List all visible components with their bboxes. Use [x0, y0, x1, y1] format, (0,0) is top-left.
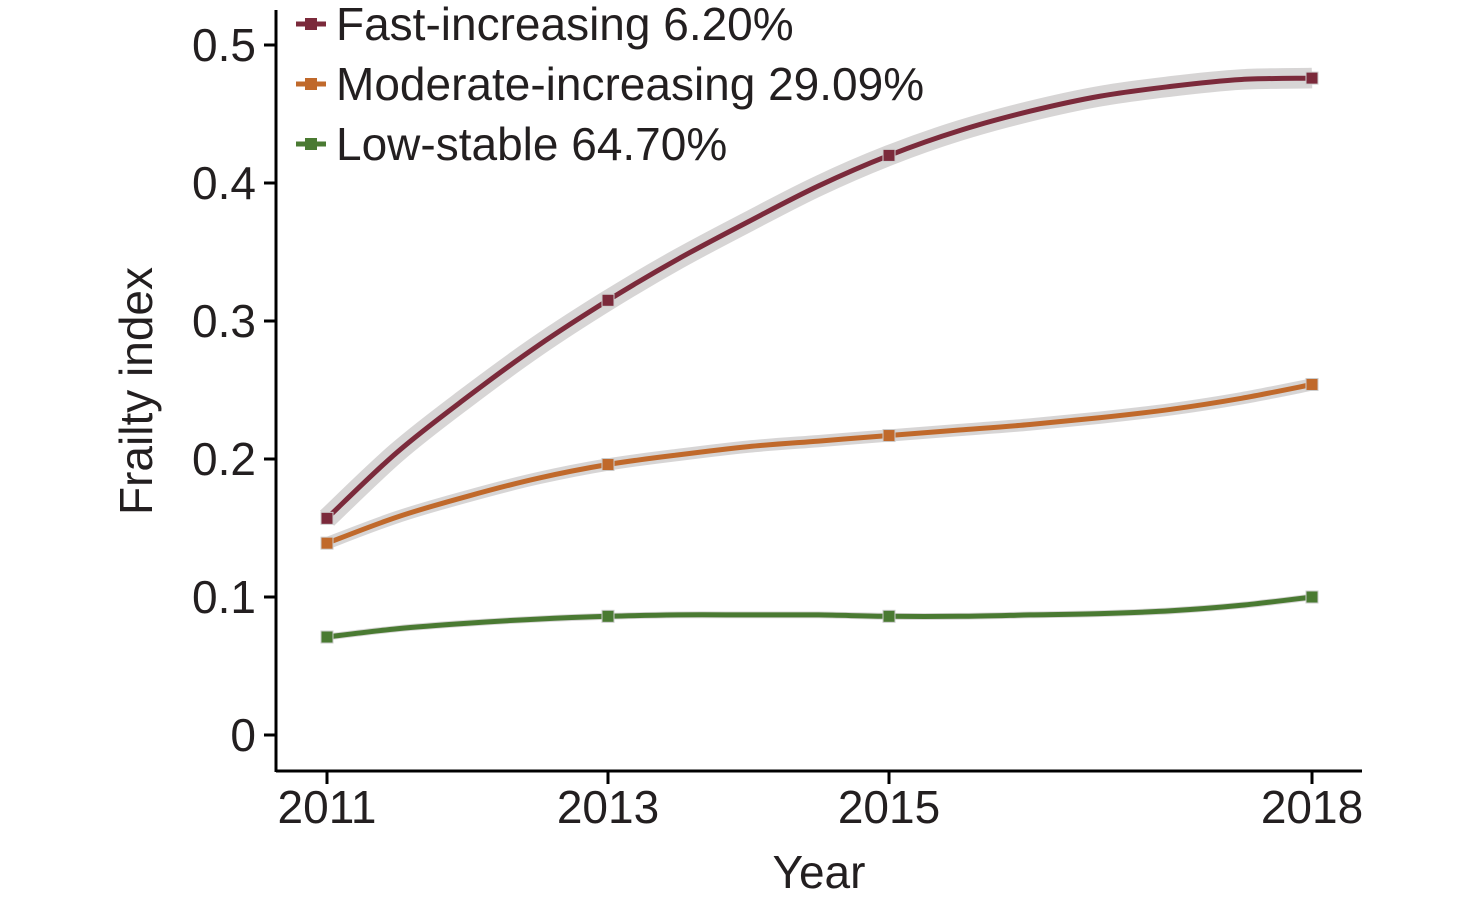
y-tick-label: 0.4 — [192, 157, 256, 209]
moderate-increasing-point-marker — [320, 536, 334, 550]
fast-increasing-legend-marker — [305, 18, 317, 30]
y-tick-label: 0.5 — [192, 19, 256, 71]
x-tick-label: 2011 — [278, 781, 377, 833]
low-stable-line — [326, 594, 1313, 640]
y-tick-label: 0.1 — [192, 571, 256, 623]
low-stable-point-marker — [1305, 590, 1319, 604]
moderate-increasing-legend-label: Moderate-increasing 29.09% — [336, 58, 924, 110]
fast-increasing-point-marker — [601, 293, 615, 307]
y-tick-label: 0.2 — [192, 433, 256, 485]
y-tick-label: 0 — [230, 709, 256, 761]
moderate-increasing-point-marker — [882, 429, 896, 443]
y-tick-label: 0.3 — [192, 295, 256, 347]
moderate-increasing-point-marker — [601, 458, 615, 472]
x-axis-ticks: 2011 2013 2015 2018 — [278, 771, 1363, 833]
moderate-increasing-legend-marker — [305, 78, 317, 90]
y-axis-title: Frailty index — [110, 267, 162, 515]
low-stable-point-marker — [601, 609, 615, 623]
x-tick-label: 2013 — [557, 781, 659, 833]
x-axis-title: Year — [773, 846, 866, 898]
low-stable-point-marker — [320, 630, 334, 644]
fast-increasing-point-marker — [320, 511, 334, 525]
axes — [274, 10, 1362, 773]
fast-increasing-point-marker — [882, 148, 896, 162]
series-lines — [325, 75, 1313, 640]
series-markers — [320, 71, 1319, 644]
fast-increasing-legend-label: Fast-increasing 6.20% — [336, 0, 794, 50]
fast-increasing-point-marker — [1305, 71, 1319, 85]
legend: Fast-increasing 6.20% Moderate-increasing… — [296, 0, 924, 170]
fast-increasing-line — [325, 75, 1313, 521]
low-stable-legend-label: Low-stable 64.70% — [336, 118, 727, 170]
moderate-increasing-point-marker — [1305, 377, 1319, 391]
x-tick-label: 2018 — [1261, 781, 1363, 833]
low-stable-point-marker — [882, 609, 896, 623]
low-stable-legend-marker — [305, 138, 317, 150]
y-axis-ticks: 0 0.1 0.2 0.3 0.4 0.5 — [192, 19, 276, 761]
x-tick-label: 2015 — [838, 781, 940, 833]
moderate-increasing-line — [326, 382, 1313, 546]
